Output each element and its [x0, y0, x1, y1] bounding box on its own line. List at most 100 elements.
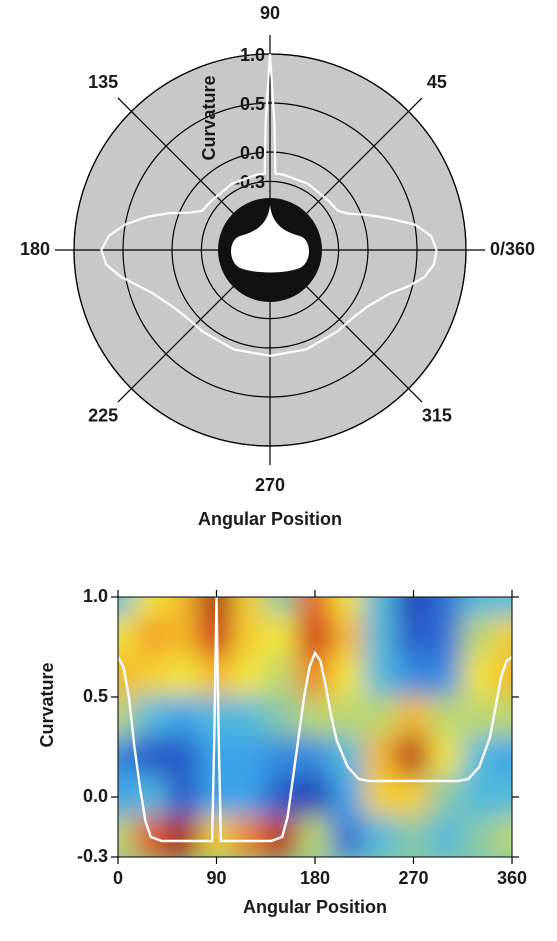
heatmap-cell	[118, 597, 136, 618]
heatmap-cell	[133, 597, 169, 618]
heatmap-cell	[118, 776, 136, 818]
angular-tick-label: 0/360	[490, 239, 535, 259]
x-axis-label: Angular Position	[243, 897, 387, 917]
heatmap-cell	[166, 736, 202, 778]
heatmap-cell	[396, 776, 431, 818]
heatmap-cell	[461, 816, 497, 857]
heatmap-cell	[461, 776, 497, 818]
heatmap-cell	[166, 656, 202, 698]
radial-tick-label: 1.0	[240, 45, 265, 65]
heatmap-cell	[199, 776, 234, 818]
y-tick-label: 1.0	[83, 586, 108, 606]
heatmap-cell	[494, 816, 512, 857]
heatmap-cell	[297, 816, 333, 857]
heatmap-cell	[199, 736, 234, 778]
heatmap-cell	[396, 656, 431, 698]
heatmap-cell	[166, 696, 202, 738]
heatmap-cell	[330, 597, 366, 618]
y-tick-label: 0.5	[83, 686, 108, 706]
heatmap-cell	[166, 597, 202, 618]
heatmap-cell	[133, 656, 169, 698]
curvature-line	[118, 597, 512, 843]
angular-axis-label: Angular Position	[198, 509, 342, 529]
heatmap-cell	[461, 656, 497, 698]
angular-tick-label: 315	[422, 406, 452, 426]
heatmap-cell	[133, 616, 169, 658]
heatmap-cell	[494, 597, 512, 618]
radial-tick-label: 0.5	[240, 94, 265, 114]
heatmap-cell	[133, 736, 169, 778]
angular-tick-label: 270	[255, 475, 285, 495]
heatmap-cell	[428, 736, 464, 778]
heatmap-cell	[231, 597, 267, 618]
heatmap-cell	[330, 776, 366, 818]
heatmap-cell	[297, 597, 333, 618]
heatmap-cell	[363, 597, 399, 618]
heatmap-cell	[118, 816, 136, 857]
radial-tick-label: -0.3	[234, 172, 265, 192]
x-tick-label: 270	[398, 868, 428, 888]
y-axis-label: Curvature	[37, 662, 57, 747]
heatmap-cell	[461, 616, 497, 658]
heatmap-cell	[264, 616, 300, 658]
heatmap-cell	[330, 736, 366, 778]
heatmap-cell	[396, 597, 431, 618]
heatmap-cell	[461, 597, 497, 618]
heatmap-area	[118, 597, 512, 857]
heatmap-cell	[264, 776, 300, 818]
heatmap-cell	[118, 736, 136, 778]
heatmap-cell	[494, 736, 512, 778]
heatmap-cell	[231, 816, 267, 857]
heatmap-cell	[396, 616, 431, 658]
heatmap-cell	[166, 776, 202, 818]
heatmap-cell	[231, 696, 267, 738]
heatmap-cell	[264, 656, 300, 698]
heatmap-cell	[330, 656, 366, 698]
heatmap-cell	[428, 656, 464, 698]
polar-chart: 0/360 45 90 135 180 225 270 315 -0.3 0.0 0.5 1.0 Cur…	[20, 3, 535, 529]
stimulus-shape	[231, 205, 309, 273]
heatmap-cell	[428, 597, 464, 618]
heatmap-cell	[428, 616, 464, 658]
x-tick-label: 90	[206, 868, 226, 888]
heatmap-cell	[428, 696, 464, 738]
heatmap-cell	[428, 776, 464, 818]
heatmap-cell	[363, 736, 399, 778]
heatmap-cell	[231, 776, 267, 818]
heatmap-cell	[396, 696, 431, 738]
heatmap-cell	[231, 736, 267, 778]
radial-axis-label: Curvature	[199, 75, 219, 160]
heatmap-cell	[231, 616, 267, 658]
radial-tick-label: 0.0	[240, 143, 265, 163]
heatmap-cell	[363, 656, 399, 698]
heatmap-cell	[330, 616, 366, 658]
heatmap-cell	[118, 616, 136, 658]
heatmap-cell	[363, 776, 399, 818]
heatmap-cell	[231, 656, 267, 698]
heatmap-chart: 0 90 180 270 360 -0.3 0.0 0.5 1.0 Curvature Angula…	[37, 586, 527, 917]
x-tick-label: 180	[300, 868, 330, 888]
heatmap-cell	[297, 736, 333, 778]
angular-tick-label: 135	[88, 72, 118, 92]
heatmap-cell	[297, 776, 333, 818]
heatmap-cell	[199, 696, 234, 738]
heatmap-cell	[363, 616, 399, 658]
heatmap-cell	[330, 816, 366, 857]
heatmap-cell	[199, 816, 234, 857]
heatmap-cell	[330, 696, 366, 738]
heatmap-cell	[494, 776, 512, 818]
heatmap-cells	[118, 597, 512, 857]
heatmap-cell	[264, 597, 300, 618]
heatmap-cell	[494, 616, 512, 658]
y-tick-label: -0.3	[77, 846, 108, 866]
heatmap-cell	[396, 816, 431, 857]
heatmap-cell	[133, 696, 169, 738]
y-tick-label: 0.0	[83, 786, 108, 806]
curvature-line	[100, 53, 438, 357]
heatmap-cell	[494, 696, 512, 738]
angular-tick-label: 45	[427, 72, 447, 92]
x-tick-label: 0	[113, 868, 123, 888]
heatmap-cell	[264, 696, 300, 738]
angular-tick-label: 225	[88, 406, 118, 426]
